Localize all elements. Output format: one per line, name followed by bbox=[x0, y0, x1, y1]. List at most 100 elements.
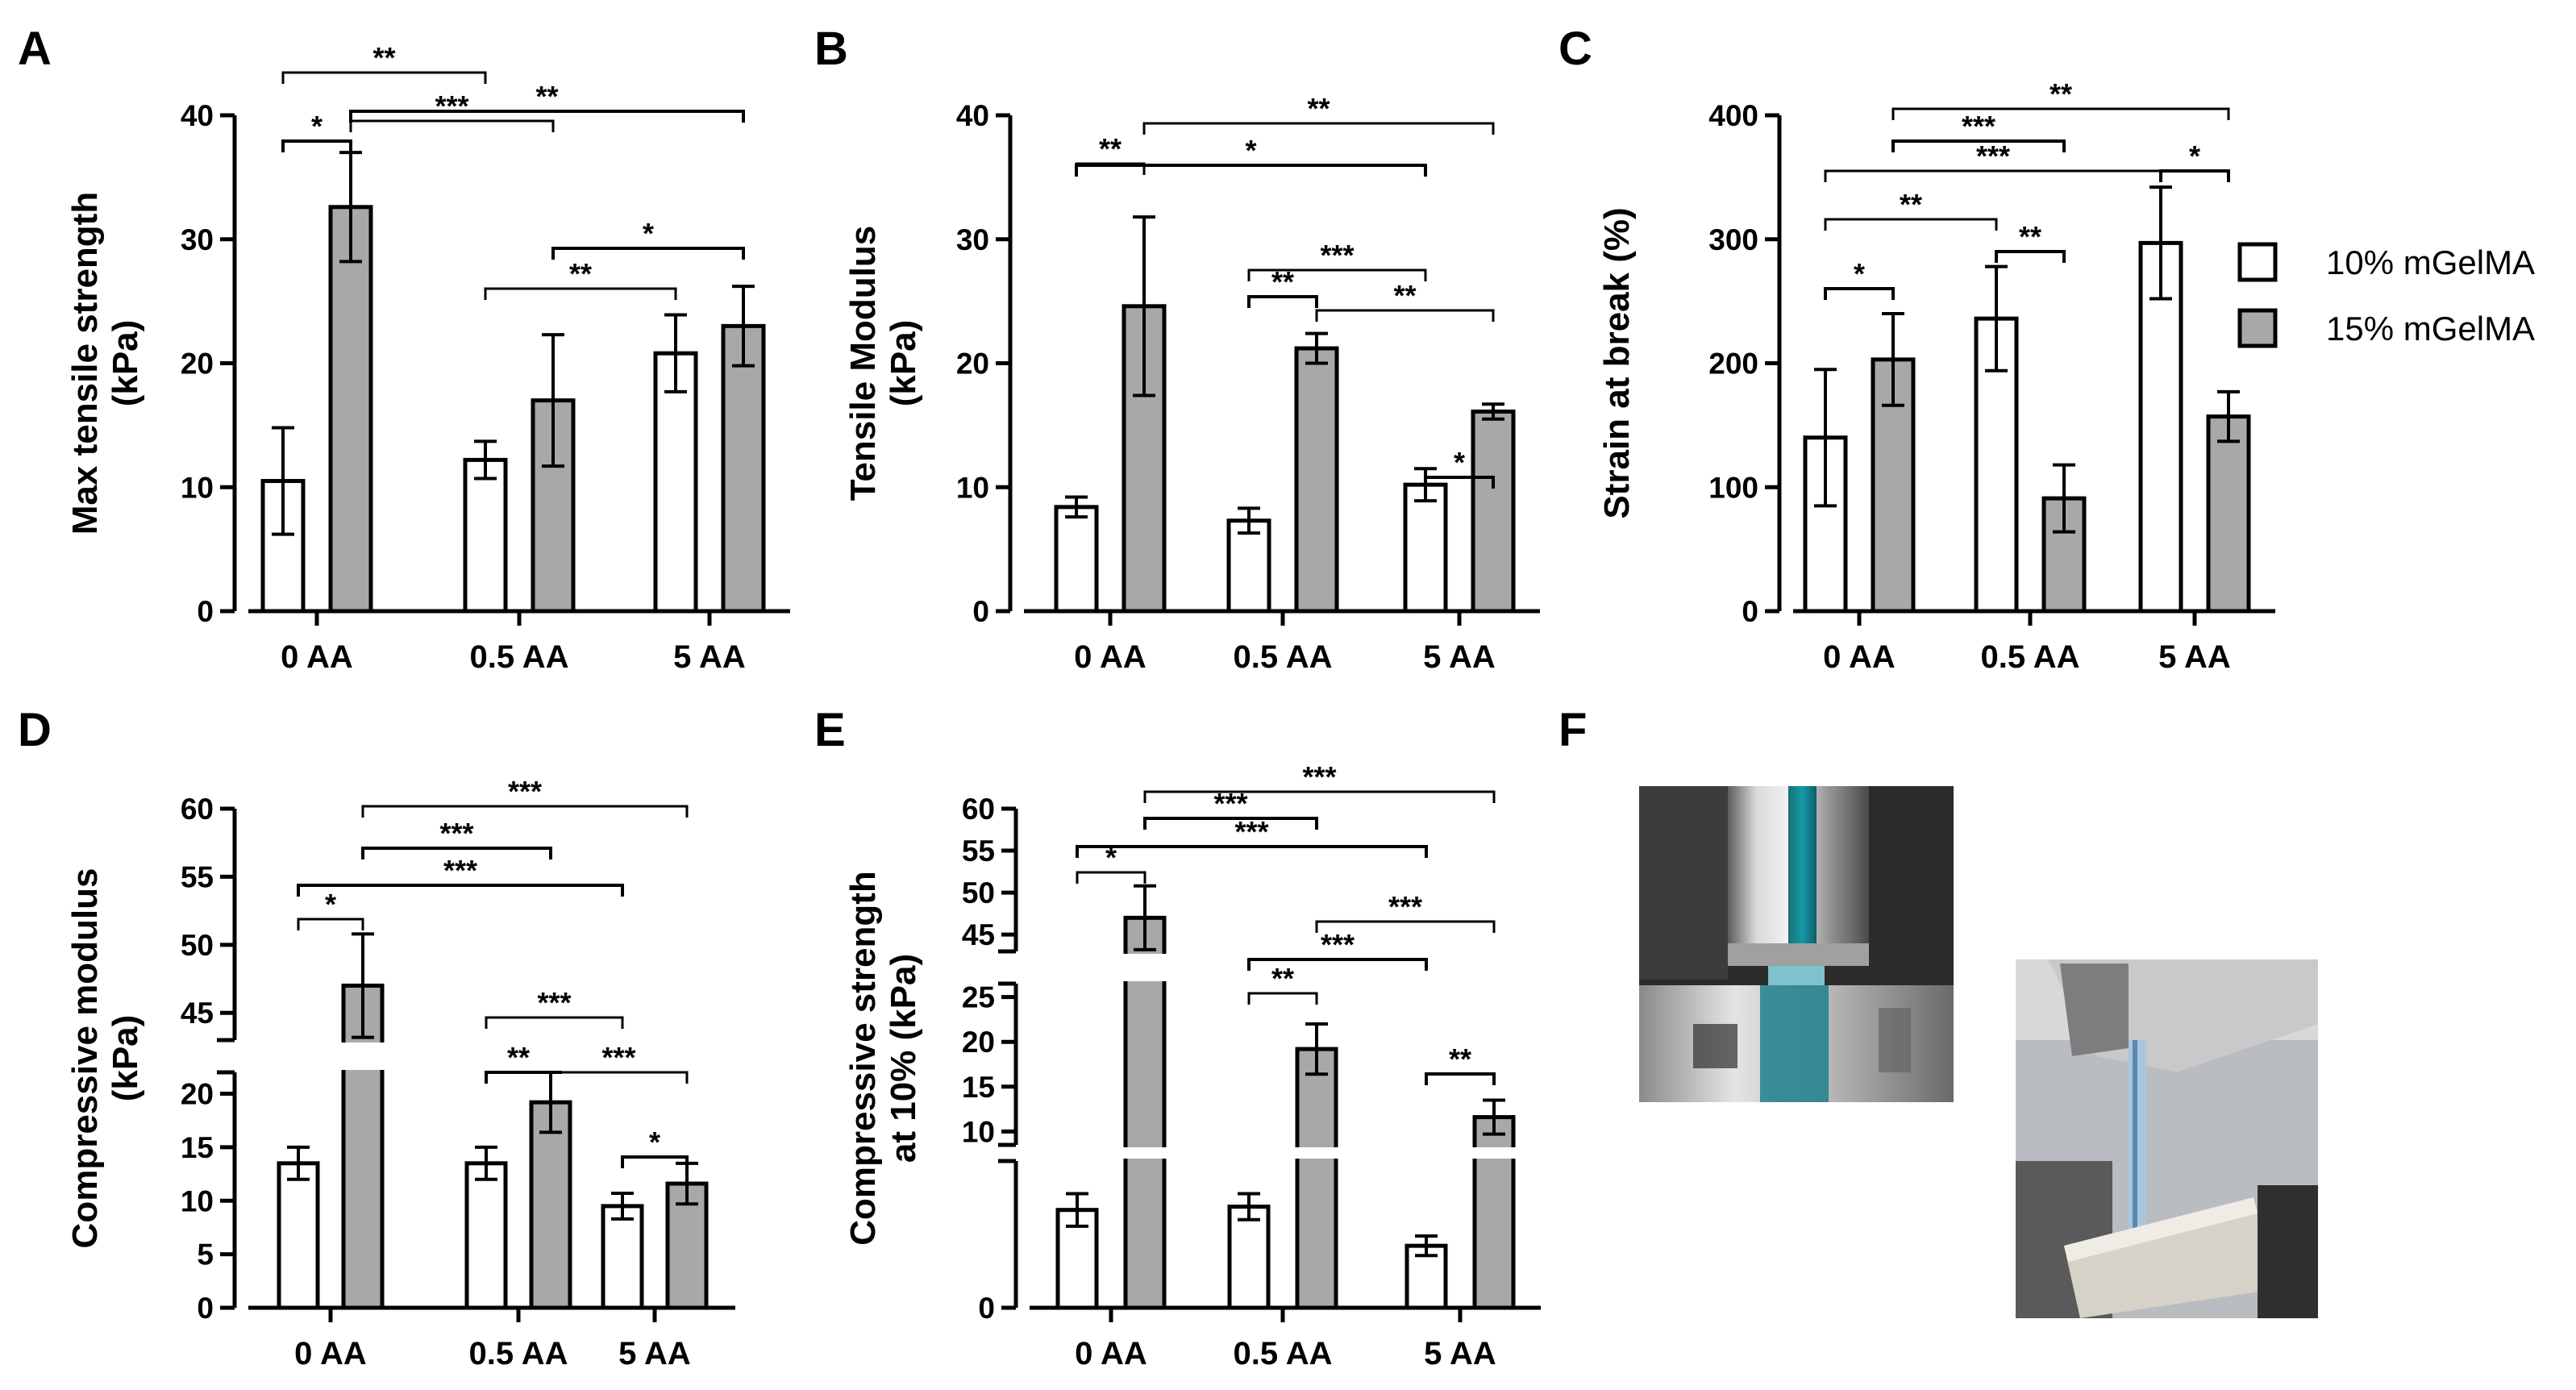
significance-bracket bbox=[297, 918, 364, 930]
y-tick-label: 60 bbox=[962, 793, 995, 826]
significance-bracket bbox=[361, 847, 552, 859]
significance-label: *** bbox=[435, 89, 468, 123]
y-tick-label: 40 bbox=[956, 99, 989, 132]
panel-letter-b: B bbox=[814, 23, 848, 75]
x-category-label: 0.5 AA bbox=[1233, 639, 1332, 675]
significance-label: * bbox=[1454, 446, 1465, 479]
significance-label: ** bbox=[1271, 265, 1294, 298]
significance-bracket bbox=[2159, 169, 2230, 182]
significance-label: ** bbox=[372, 41, 395, 74]
significance-bracket bbox=[1315, 309, 1495, 322]
significance-label: ** bbox=[1393, 279, 1416, 312]
panel-letter-c: C bbox=[1559, 23, 1592, 75]
y-axis-label-line: (kPa) bbox=[106, 1015, 145, 1102]
bar-10-mgelma bbox=[277, 1161, 320, 1310]
y-tick-label: 0 bbox=[972, 595, 989, 628]
significance-label: * bbox=[643, 217, 654, 250]
panel-letter-a: A bbox=[18, 23, 52, 75]
x-category-label: 0 AA bbox=[1075, 1336, 1147, 1371]
x-category-label: 5 AA bbox=[618, 1336, 691, 1371]
significance-bracket bbox=[1075, 164, 1427, 177]
y-tick-label: 60 bbox=[181, 793, 214, 826]
y-tick-label: 300 bbox=[1708, 223, 1758, 256]
y-tick-label: 0 bbox=[197, 595, 214, 628]
significance-bracket bbox=[1824, 218, 1998, 231]
bar-break-gap bbox=[1471, 1147, 1517, 1159]
significance-bracket bbox=[349, 119, 555, 132]
significance-bracket bbox=[1076, 871, 1147, 884]
y-axis-label-line: Tensile Modulus bbox=[843, 226, 883, 501]
y-tick-label: 20 bbox=[956, 348, 989, 381]
y-tick-label: 0 bbox=[197, 1292, 214, 1325]
bar-15-mgelma bbox=[529, 1100, 572, 1310]
x-category-label: 0.5 AA bbox=[1980, 639, 2079, 675]
significance-bracket bbox=[1824, 169, 2162, 182]
x-category-label: 0 AA bbox=[1823, 639, 1896, 675]
bar-10-mgelma bbox=[1403, 482, 1448, 614]
y-tick-label: 45 bbox=[181, 997, 214, 1030]
significance-bracket bbox=[1247, 295, 1318, 308]
bar-10-mgelma bbox=[2138, 240, 2183, 614]
significance-bracket bbox=[1247, 268, 1427, 281]
chart-tensile-modulus: 0 10 20 30 40 Tensile Modulus (kPa) 0 AA 0.5 AA 5… bbox=[843, 92, 1540, 675]
significance-label: ** bbox=[2019, 220, 2041, 253]
significance-bracket bbox=[1143, 817, 1318, 830]
significance-label: ** bbox=[535, 80, 558, 113]
significance-label: ** bbox=[569, 257, 592, 290]
significance-label: *** bbox=[1320, 239, 1354, 272]
bar-break-gap bbox=[1294, 1147, 1339, 1159]
significance-label: ** bbox=[1099, 132, 1122, 165]
significance-label: *** bbox=[1302, 760, 1336, 793]
y-tick-label: 10 bbox=[962, 1115, 995, 1148]
bar-15-mgelma bbox=[531, 398, 576, 614]
bar-15-mgelma bbox=[1471, 409, 1516, 614]
y-tick-label: 20 bbox=[181, 1078, 214, 1111]
y-axis-label-line: Max tensile strength bbox=[65, 192, 105, 535]
bar-15-mgelma bbox=[328, 205, 373, 614]
significance-label: ** bbox=[507, 1041, 530, 1074]
x-category-label: 5 AA bbox=[673, 639, 746, 675]
bar-10-mgelma bbox=[1803, 435, 1848, 614]
y-tick-label: 10 bbox=[181, 471, 214, 504]
y-axis-label: Max tensile strength (kPa) bbox=[65, 192, 145, 535]
significance-label: *** bbox=[1234, 815, 1268, 848]
bar-10-mgelma bbox=[1227, 1205, 1271, 1310]
compression-test-photo bbox=[1639, 786, 1954, 1102]
y-axis-label-line: (kPa) bbox=[884, 320, 923, 407]
legend-swatch-10 bbox=[2237, 242, 2278, 282]
bar-break-gap bbox=[1122, 1147, 1167, 1159]
significance-bracket bbox=[1143, 790, 1496, 803]
x-category-label: 0.5 AA bbox=[468, 1336, 568, 1371]
significance-label: ** bbox=[1271, 962, 1294, 995]
significance-bracket bbox=[1891, 139, 2066, 152]
x-category-label: 0 AA bbox=[294, 1336, 367, 1371]
bar-15-mgelma bbox=[1472, 1115, 1516, 1310]
bar-15-mgelma bbox=[1295, 1047, 1338, 1310]
y-tick-label: 45 bbox=[962, 918, 995, 951]
significance-label: *** bbox=[537, 986, 571, 1019]
y-tick-label: 0 bbox=[978, 1292, 995, 1325]
significance-bracket bbox=[1076, 845, 1428, 858]
bar-15-mgelma bbox=[721, 323, 766, 614]
significance-label: ** bbox=[1449, 1042, 1471, 1076]
significance-label: *** bbox=[439, 817, 473, 850]
y-axis-label-line: Strain at break (%) bbox=[1597, 207, 1637, 518]
significance-label: * bbox=[649, 1126, 660, 1159]
significance-label: * bbox=[1854, 257, 1865, 290]
y-axis-label-line: (kPa) bbox=[106, 320, 145, 407]
y-axis-label: Strain at break (%) bbox=[1597, 207, 1637, 518]
y-axis-label: Compressive modulus (kPa) bbox=[65, 868, 145, 1249]
significance-bracket bbox=[1424, 476, 1495, 489]
significance-bracket bbox=[349, 110, 745, 123]
significance-bracket bbox=[1425, 1072, 1496, 1085]
x-category-label: 5 AA bbox=[1424, 1336, 1496, 1371]
panel-letter-d: D bbox=[18, 704, 52, 756]
y-axis-label: Compressive strength at 10% (kPa) bbox=[843, 871, 923, 1246]
y-tick-label: 15 bbox=[962, 1071, 995, 1104]
bar-15-mgelma bbox=[2206, 414, 2251, 614]
significance-label: * bbox=[1105, 841, 1117, 874]
y-tick-label: 10 bbox=[181, 1184, 214, 1217]
x-category-label: 0.5 AA bbox=[1233, 1336, 1332, 1371]
significance-bracket bbox=[361, 805, 689, 818]
x-category-label: 5 AA bbox=[2158, 639, 2231, 675]
